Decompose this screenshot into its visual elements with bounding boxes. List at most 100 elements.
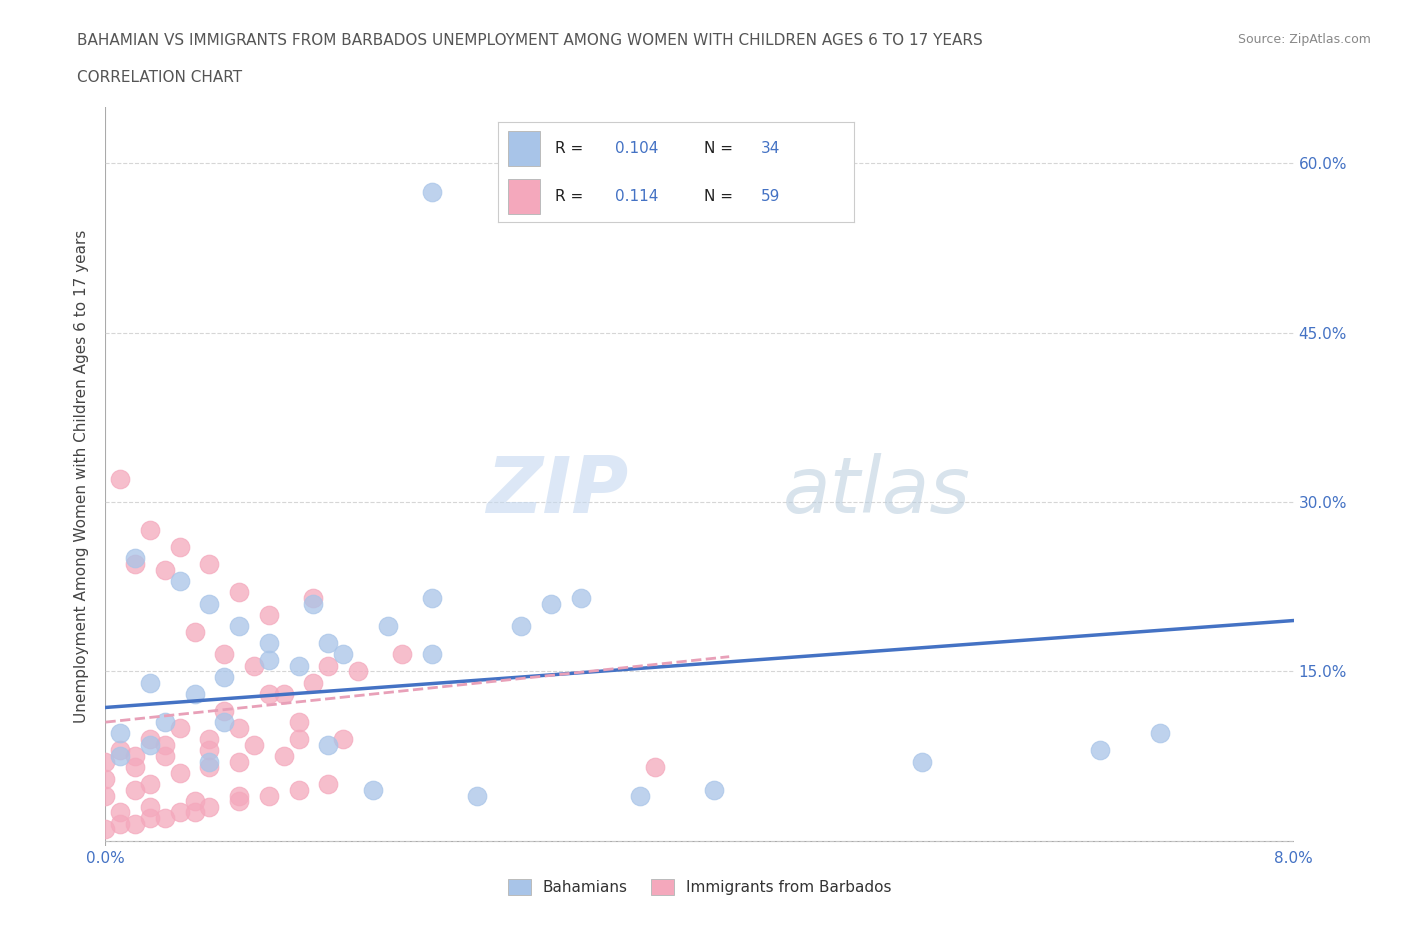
Point (257, 653, 280, 668)
Point (316, 658, 339, 673)
Point (139, 675, 162, 690)
Point (198, 800, 221, 815)
Point (153, 737, 176, 752)
Text: BAHAMIAN VS IMMIGRANTS FROM BARBADOS UNEMPLOYMENT AMONG WOMEN WITH CHILDREN AGES: BAHAMIAN VS IMMIGRANTS FROM BARBADOS UNE… (77, 33, 983, 47)
Point (332, 647, 354, 662)
Point (257, 607, 280, 622)
Point (139, 811, 162, 826)
Point (94, 771, 117, 786)
Point (347, 664, 370, 679)
Point (332, 732, 354, 747)
Point (124, 749, 146, 764)
Point (273, 749, 295, 764)
Point (124, 782, 146, 797)
Point (214, 647, 236, 662)
Point (198, 760, 221, 775)
Point (287, 658, 309, 673)
Point (153, 563, 176, 578)
Point (1090, 743, 1112, 758)
Point (302, 591, 325, 605)
Point (198, 743, 221, 758)
Point (198, 754, 221, 769)
Point (214, 670, 236, 684)
Point (228, 754, 250, 769)
Point (124, 760, 146, 775)
Point (110, 472, 132, 487)
Point (214, 703, 236, 718)
Point (94, 754, 117, 769)
Point (1149, 726, 1171, 741)
Point (124, 817, 146, 831)
Point (110, 817, 132, 831)
Point (94, 788, 117, 803)
Point (316, 777, 339, 791)
Point (228, 793, 250, 808)
Point (228, 618, 250, 633)
Point (257, 788, 280, 803)
Point (169, 574, 191, 589)
Point (420, 647, 443, 662)
Point (228, 585, 250, 600)
Point (911, 754, 934, 769)
Point (273, 686, 295, 701)
Y-axis label: Unemployment Among Women with Children Ages 6 to 17 years: Unemployment Among Women with Children A… (75, 230, 90, 724)
Point (465, 788, 488, 803)
Point (110, 726, 132, 741)
Point (139, 737, 162, 752)
Point (316, 636, 339, 651)
Text: ZIP: ZIP (486, 454, 628, 529)
Point (391, 647, 413, 662)
Point (361, 782, 384, 797)
Text: Source: ZipAtlas.com: Source: ZipAtlas.com (1237, 33, 1371, 46)
Point (110, 743, 132, 758)
Point (110, 805, 132, 820)
Point (153, 714, 176, 729)
Text: atlas: atlas (783, 454, 970, 529)
Point (198, 557, 221, 572)
Point (228, 721, 250, 736)
Point (703, 782, 725, 797)
Point (420, 591, 443, 605)
Point (94, 822, 117, 837)
Point (510, 618, 533, 633)
Point (243, 737, 266, 752)
Point (153, 749, 176, 764)
Point (183, 686, 205, 701)
Point (316, 737, 339, 752)
Point (214, 714, 236, 729)
Point (110, 749, 132, 764)
Point (287, 714, 309, 729)
Point (257, 686, 280, 701)
Point (540, 596, 562, 611)
Point (153, 811, 176, 826)
Point (139, 732, 162, 747)
Point (198, 596, 221, 611)
Point (124, 551, 146, 565)
Point (139, 523, 162, 538)
Point (124, 557, 146, 572)
Point (169, 721, 191, 736)
Point (139, 777, 162, 791)
Point (169, 805, 191, 820)
Point (169, 765, 191, 780)
Point (183, 624, 205, 639)
Point (287, 732, 309, 747)
Point (420, 184, 443, 199)
Point (377, 618, 399, 633)
Point (243, 658, 266, 673)
Point (198, 732, 221, 747)
Point (644, 760, 666, 775)
Text: CORRELATION CHART: CORRELATION CHART (77, 70, 242, 85)
Point (183, 793, 205, 808)
Point (169, 539, 191, 554)
Point (628, 788, 651, 803)
Point (287, 782, 309, 797)
Point (139, 800, 162, 815)
Point (302, 675, 325, 690)
Point (228, 788, 250, 803)
Point (569, 591, 592, 605)
Point (183, 805, 205, 820)
Legend: Bahamians, Immigrants from Barbados: Bahamians, Immigrants from Barbados (502, 873, 897, 901)
Point (302, 596, 325, 611)
Point (257, 636, 280, 651)
